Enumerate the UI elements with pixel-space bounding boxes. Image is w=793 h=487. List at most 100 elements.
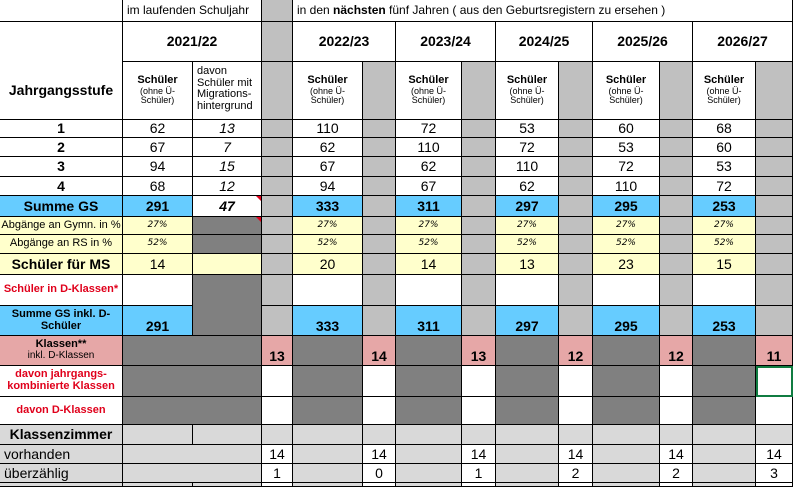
vorhanden-forecast[interactable]: 14: [462, 445, 496, 464]
partial-row-cell[interactable]: [123, 483, 193, 487]
klassen-current[interactable]: 13: [262, 336, 293, 366]
migration-header[interactable]: davon Schüler mit Migrations-hintergrund: [193, 62, 262, 120]
grade-label[interactable]: 4: [0, 177, 123, 196]
partial-row-cell[interactable]: [0, 483, 123, 487]
separator-cell[interactable]: [756, 120, 793, 138]
locked-cell[interactable]: [293, 336, 363, 366]
abgaenge-gym-forecast[interactable]: 27%: [293, 217, 363, 235]
klassenzimmer-band[interactable]: [262, 425, 293, 445]
separator-cell[interactable]: [262, 196, 293, 217]
grade-students-forecast[interactable]: 62: [396, 157, 462, 177]
separator-cell[interactable]: [462, 138, 496, 157]
locked-cell[interactable]: [293, 366, 363, 397]
d-klassen-count-forecast[interactable]: [363, 397, 396, 425]
caption-next-years[interactable]: in den nächsten fünf Jahren ( aus den Ge…: [293, 0, 793, 22]
separator-cell[interactable]: [462, 62, 496, 120]
locked-cell[interactable]: [193, 235, 262, 254]
separator-cell[interactable]: [756, 217, 793, 235]
locked-cell[interactable]: [593, 336, 660, 366]
separator-cell[interactable]: [559, 235, 593, 254]
ueberzaehlig-forecast[interactable]: 0: [363, 464, 396, 483]
schueler-header[interactable]: Schüler (ohne Ü-Schüler): [593, 62, 660, 120]
locked-cell[interactable]: [396, 397, 462, 425]
separator-cell[interactable]: [462, 157, 496, 177]
klassen-label[interactable]: Klassen** inkl. D-Klassen: [0, 336, 123, 366]
separator-cell[interactable]: [756, 138, 793, 157]
separator-cell[interactable]: [756, 306, 793, 336]
partial-row-cell[interactable]: [593, 483, 660, 487]
klassen-forecast[interactable]: 11: [756, 336, 793, 366]
separator-cell[interactable]: [559, 138, 593, 157]
partial-row-cell[interactable]: [693, 483, 756, 487]
klassenzimmer-band[interactable]: [693, 425, 756, 445]
summe-gs-d-forecast[interactable]: 333: [293, 306, 363, 336]
grade-students-forecast[interactable]: 72: [593, 157, 660, 177]
separator-cell[interactable]: [462, 196, 496, 217]
summe-gs-forecast[interactable]: 311: [396, 196, 462, 217]
partial-row-cell[interactable]: [262, 483, 293, 487]
klassen-forecast[interactable]: 13: [462, 336, 496, 366]
schueler-ms-forecast[interactable]: 13: [496, 254, 559, 275]
blank-cell[interactable]: [123, 445, 262, 464]
jahrgangskomb-forecast[interactable]: [462, 366, 496, 397]
separator-cell[interactable]: [559, 275, 593, 306]
separator-cell[interactable]: [756, 157, 793, 177]
partial-row-cell[interactable]: [363, 483, 396, 487]
d-klassen-count-forecast[interactable]: [660, 397, 693, 425]
partial-row-cell[interactable]: [496, 483, 559, 487]
d-klassen-current[interactable]: [123, 275, 193, 306]
grade-migration-current[interactable]: 12: [193, 177, 262, 196]
schueler-ms-blank[interactable]: [193, 254, 262, 275]
grade-migration-current[interactable]: 7: [193, 138, 262, 157]
blank-cell[interactable]: [593, 445, 660, 464]
summe-gs-forecast[interactable]: 253: [693, 196, 756, 217]
separator-cell[interactable]: [363, 275, 396, 306]
separator-cell[interactable]: [756, 235, 793, 254]
year-header[interactable]: 2021/22: [123, 22, 262, 62]
klassenzimmer-band[interactable]: [559, 425, 593, 445]
locked-cell[interactable]: [396, 336, 462, 366]
selected-cell[interactable]: [756, 366, 793, 397]
separator-cell[interactable]: [660, 254, 693, 275]
ueberzaehlig-current[interactable]: 1: [262, 464, 293, 483]
separator-cell[interactable]: [756, 254, 793, 275]
vorhanden-forecast[interactable]: 14: [363, 445, 396, 464]
blank-cell[interactable]: [293, 464, 363, 483]
partial-row-cell[interactable]: [559, 483, 593, 487]
grade-label[interactable]: 3: [0, 157, 123, 177]
ueberzaehlig-forecast[interactable]: 2: [559, 464, 593, 483]
separator-cell[interactable]: [363, 62, 396, 120]
separator-cell[interactable]: [363, 157, 396, 177]
summe-gs-d-forecast[interactable]: 311: [396, 306, 462, 336]
partial-row-cell[interactable]: [293, 483, 363, 487]
d-klassen-forecast[interactable]: [693, 275, 756, 306]
separator-cell[interactable]: [262, 217, 293, 235]
schueler-ms-current[interactable]: 14: [123, 254, 193, 275]
separator-cell[interactable]: [559, 217, 593, 235]
abgaenge-gym-current[interactable]: 27%: [123, 217, 193, 235]
d-klassen-count-current[interactable]: [262, 397, 293, 425]
separator-cell[interactable]: [660, 120, 693, 138]
separator-cell[interactable]: [660, 157, 693, 177]
separator-cell[interactable]: [660, 306, 693, 336]
summe-gs-d-forecast[interactable]: 253: [693, 306, 756, 336]
jahrgangskomb-forecast[interactable]: [363, 366, 396, 397]
d-klassen-count-forecast[interactable]: [756, 397, 793, 425]
grade-students-forecast[interactable]: 110: [593, 177, 660, 196]
abgaenge-gym-label[interactable]: Abgänge an Gymn. in %: [0, 217, 123, 235]
separator-cell[interactable]: [660, 217, 693, 235]
d-klassen-forecast[interactable]: [293, 275, 363, 306]
d-klassen-count-forecast[interactable]: [559, 397, 593, 425]
grade-students-current[interactable]: 62: [123, 120, 193, 138]
summe-gs-forecast[interactable]: 333: [293, 196, 363, 217]
grade-label[interactable]: 2: [0, 138, 123, 157]
blank-cell[interactable]: [396, 445, 462, 464]
separator-cell[interactable]: [462, 254, 496, 275]
jahrgangskomb-forecast[interactable]: [559, 366, 593, 397]
separator-cell[interactable]: [363, 254, 396, 275]
grade-students-forecast[interactable]: 72: [396, 120, 462, 138]
grade-students-forecast[interactable]: 53: [693, 157, 756, 177]
grade-students-forecast[interactable]: 62: [293, 138, 363, 157]
year-header[interactable]: 2023/24: [396, 22, 496, 62]
schueler-ms-forecast[interactable]: 20: [293, 254, 363, 275]
